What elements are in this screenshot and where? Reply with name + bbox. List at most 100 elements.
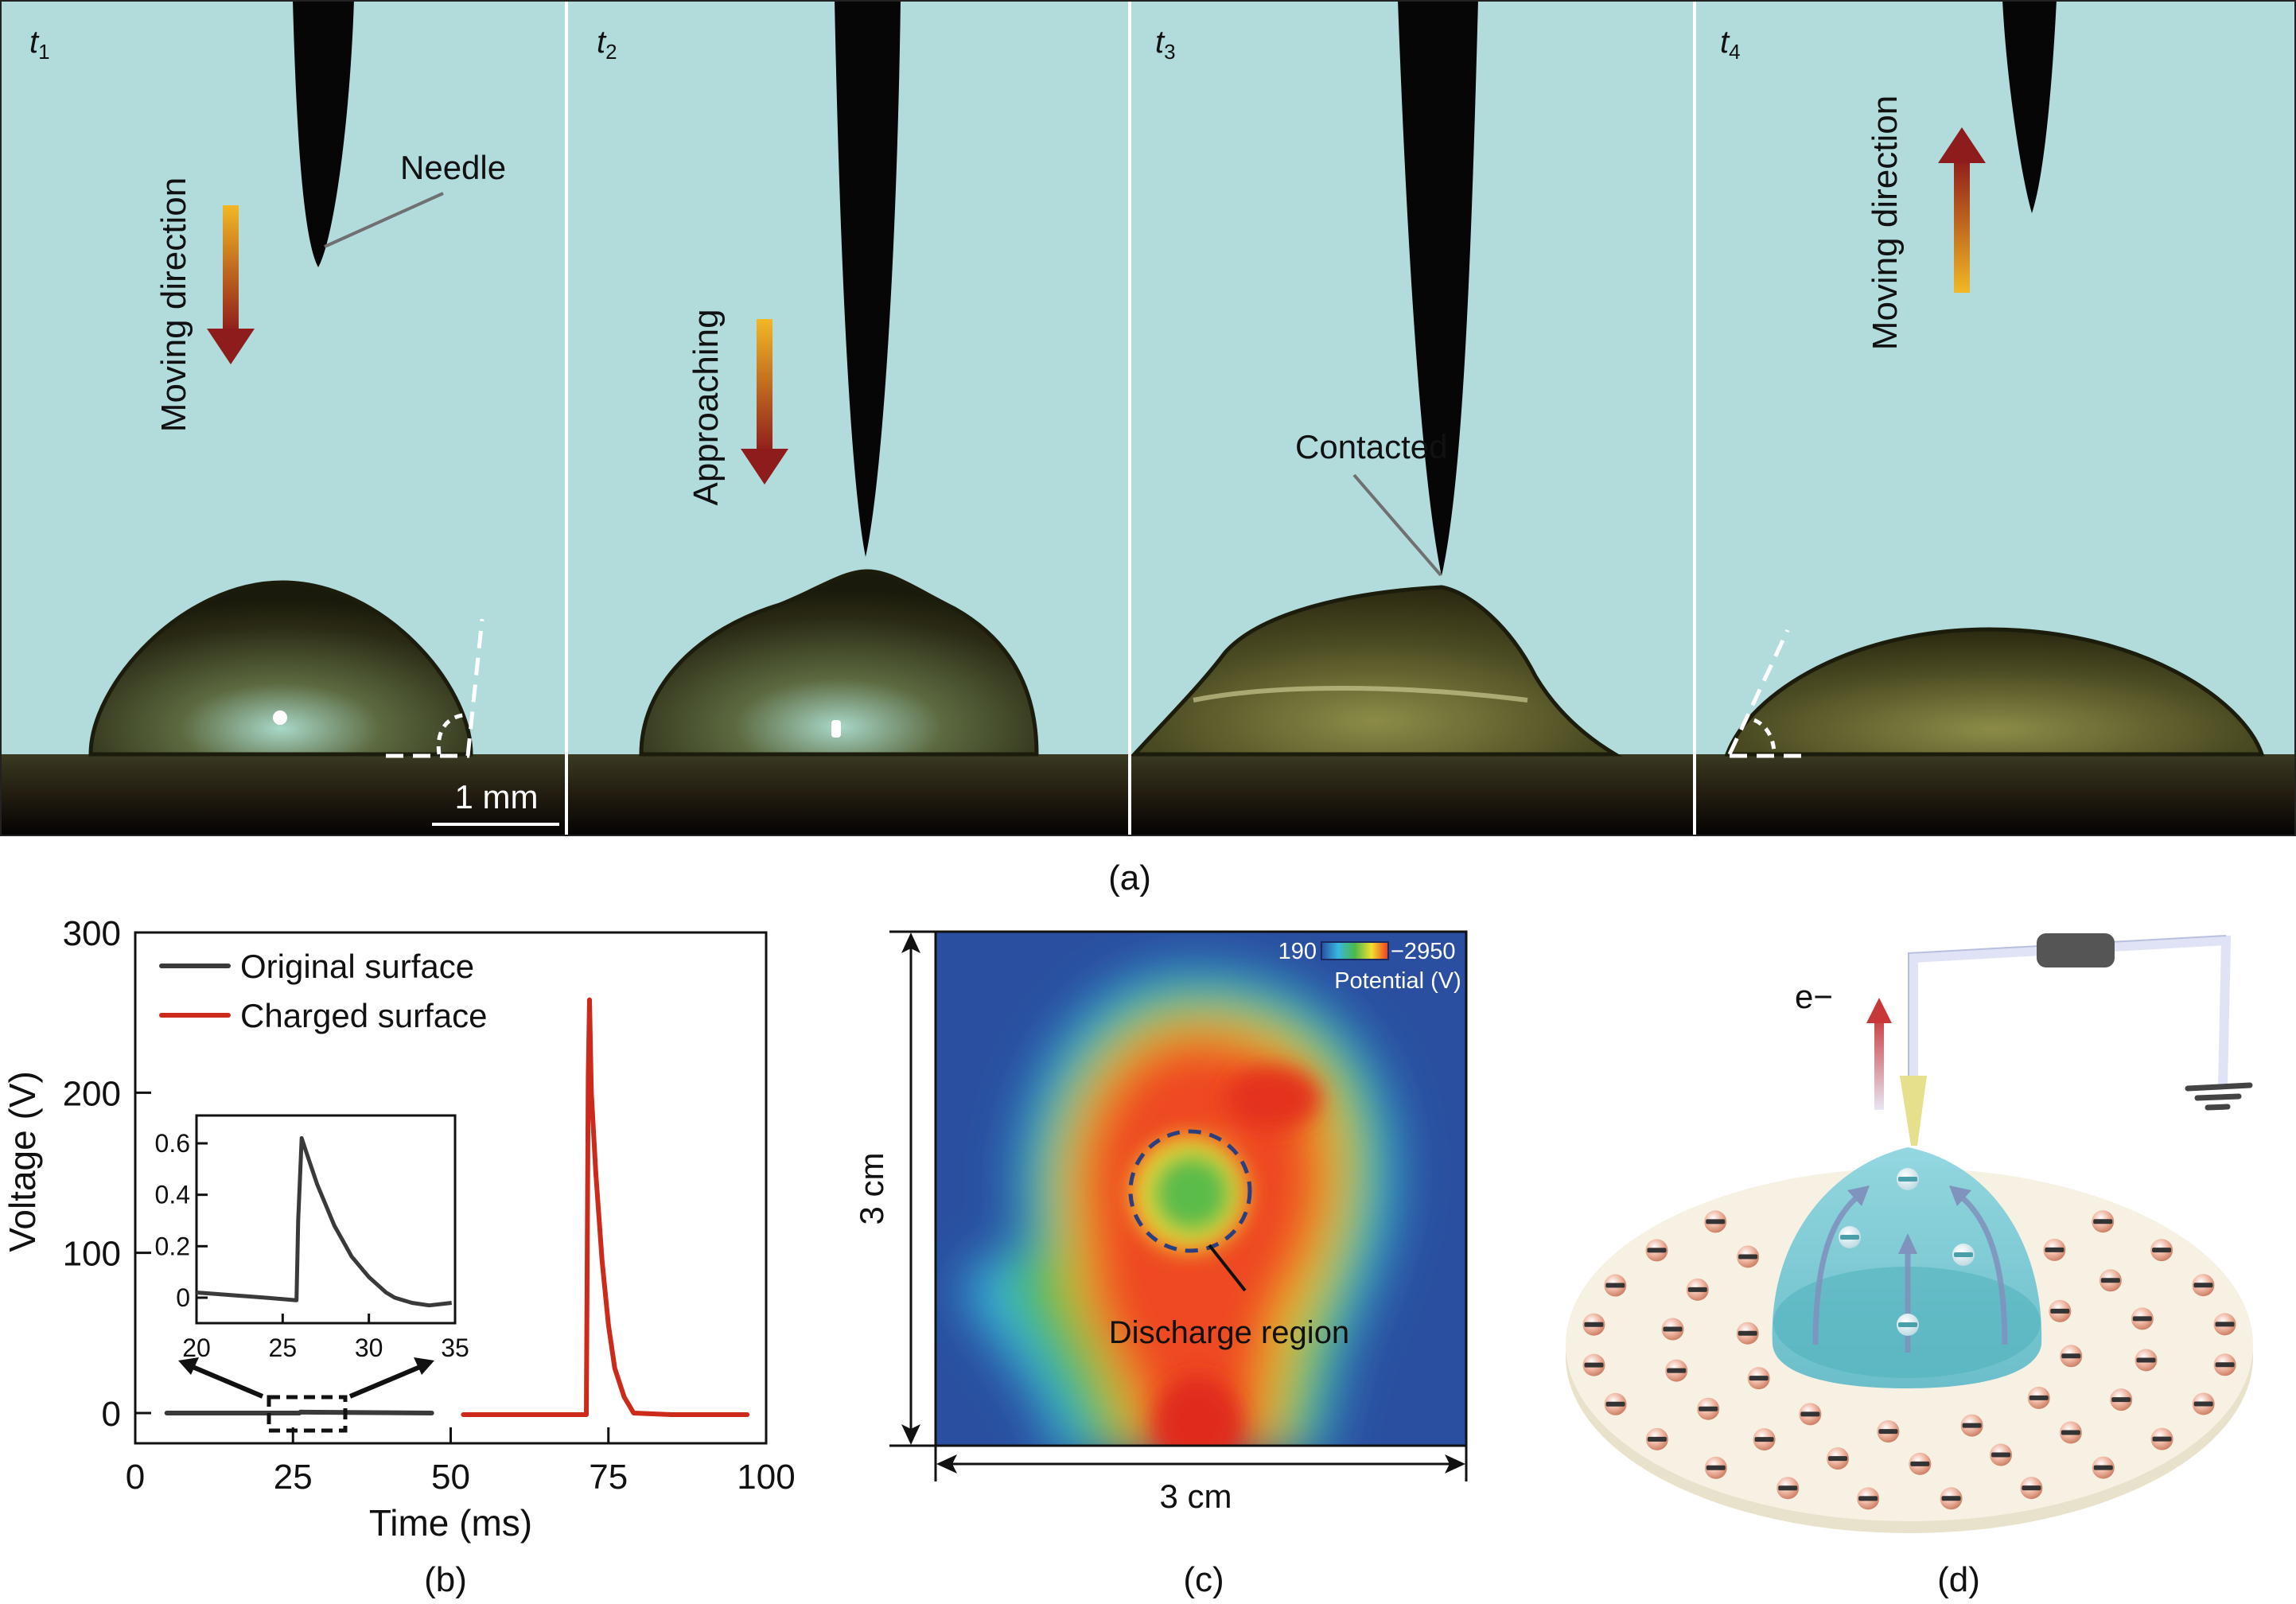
arrow-down-icon — [741, 319, 788, 485]
time-label-t3: t3 — [1155, 25, 1176, 64]
time-label-subscript: 3 — [1164, 40, 1175, 64]
discharge-region-outline — [1128, 1129, 1252, 1253]
negative-charge-icon — [1645, 1427, 1668, 1450]
panel-d-schematic: e− (d) — [1566, 933, 2253, 1599]
approaching-label: Approaching — [687, 309, 726, 505]
panel-a-caption: (a) — [1108, 858, 1151, 897]
needle-t3 — [1398, 0, 1478, 576]
time-label-subscript: 2 — [605, 40, 617, 64]
negative-charge-icon — [1747, 1367, 1770, 1390]
inset-y-tick-label: 0.2 — [155, 1232, 190, 1260]
discharge-leader-line — [1208, 1244, 1247, 1292]
inset-y-tick-label: 0.4 — [155, 1181, 190, 1209]
legend-label: Original surface — [240, 948, 474, 985]
moving-direction-label-t1: Moving direction — [154, 177, 193, 432]
negative-charge-icon — [2192, 1274, 2215, 1297]
inset-x-tick-label: 25 — [269, 1333, 298, 1362]
needle-label: Needle — [400, 149, 506, 186]
y-tick-label: 200 — [63, 1074, 121, 1113]
moving-direction-label-t4: Moving direction — [1866, 95, 1905, 350]
droplet-t1-reflection — [273, 711, 287, 725]
needle-leader-line — [324, 192, 444, 248]
x-tick-label: 75 — [589, 1458, 628, 1497]
contact-angle-t4 — [1727, 629, 1802, 758]
negative-charge-icon — [2135, 1349, 2158, 1372]
colorbar-max-label: −2950 — [1391, 939, 1455, 964]
electron-arrow-shaft — [1874, 1014, 1884, 1110]
time-label-subscript: 1 — [38, 40, 49, 64]
negative-charge-icon — [1827, 1447, 1850, 1470]
negative-charge-icon — [1604, 1274, 1627, 1297]
y-tick-label: 0 — [102, 1395, 121, 1434]
panel-c-heatmap: Discharge region 190 −2950 Potential (V)… — [853, 930, 1468, 1599]
negative-charge-icon — [1877, 1420, 1900, 1443]
inset-x-tick-label: 20 — [182, 1333, 211, 1362]
negative-charge-icon — [1776, 1477, 1800, 1500]
negative-charge-icon — [1909, 1452, 1932, 1475]
contacted-leader-line — [1352, 473, 1442, 577]
negative-charge-icon — [1839, 1226, 1861, 1248]
inset-x-tick-label: 35 — [441, 1333, 469, 1362]
y-tick-label: 300 — [63, 914, 121, 953]
panel-d-caption: (d) — [1937, 1560, 1980, 1599]
surface-charges — [1582, 1210, 2236, 1510]
negative-charge-icon — [2049, 1299, 2072, 1322]
zoom-arrows — [178, 1357, 434, 1399]
arrow-up-icon — [1938, 127, 1986, 293]
negative-charge-icon — [1952, 1244, 1975, 1266]
vertical-dimension-label: 3 cm — [853, 1152, 890, 1224]
vertical-dimension — [889, 930, 936, 1447]
negative-charge-icon — [2131, 1307, 2154, 1330]
x-tick-label: 25 — [274, 1458, 313, 1497]
series-line-original-surface — [164, 1409, 434, 1415]
negative-charge-icon — [2110, 1388, 2133, 1411]
negative-charge-icon — [2150, 1239, 2173, 1262]
inset-series-line — [196, 1136, 452, 1308]
negative-charge-icon — [2059, 1421, 2082, 1444]
negative-charge-icon — [1604, 1392, 1627, 1415]
negative-charge-icon — [1857, 1487, 1880, 1510]
x-tick-label: 0 — [126, 1458, 145, 1497]
time-label-subscript: 4 — [1729, 40, 1740, 64]
time-label-letter: t — [29, 25, 40, 60]
inset-frame — [195, 1114, 457, 1325]
x-tick-label: 100 — [737, 1458, 795, 1497]
panel-c-caption: (c) — [1183, 1560, 1224, 1599]
substrate — [566, 754, 1130, 835]
negative-charge-icon — [2043, 1238, 2066, 1261]
negative-charge-icon — [2020, 1477, 2043, 1500]
negative-charge-icon — [1697, 1397, 1720, 1420]
time-label-letter: t — [1155, 25, 1166, 60]
negative-charge-icon — [1736, 1322, 1759, 1345]
needle-tip — [1900, 1076, 1927, 1146]
contact-angle-t1 — [386, 618, 484, 758]
negative-charge-icon — [1799, 1403, 1822, 1426]
x-tick-label: 50 — [431, 1458, 470, 1497]
negative-charge-icon — [1661, 1318, 1684, 1341]
negative-charge-icon — [1582, 1313, 1605, 1336]
legend-label: Charged surface — [240, 997, 488, 1034]
colorbar — [1321, 941, 1389, 960]
colorbar-title: Potential (V) — [1334, 968, 1461, 994]
negative-charge-icon — [1737, 1245, 1760, 1268]
contacted-label: Contacted — [1295, 428, 1447, 465]
negative-charge-icon — [2027, 1386, 2050, 1409]
time-label-t2: t2 — [597, 25, 617, 64]
y-axis-label: Voltage (V) — [2, 1071, 43, 1252]
inset-y-tick-label: 0 — [176, 1283, 190, 1312]
droplet-t2-reflection — [831, 720, 841, 738]
droplet-charges — [1839, 1168, 1975, 1336]
negative-charge-icon — [2150, 1427, 2173, 1450]
negative-charge-icon — [1960, 1414, 1983, 1437]
droplet-t3 — [1130, 585, 1623, 757]
horizontal-dimension-label: 3 cm — [1159, 1477, 1232, 1515]
droplet-t2 — [639, 569, 1039, 757]
negative-charge-icon — [2213, 1313, 2236, 1336]
negative-charge-icon — [2099, 1269, 2122, 1292]
negative-charge-icon — [1897, 1168, 1919, 1190]
negative-charge-icon — [1704, 1456, 1727, 1479]
needle-t1 — [293, 0, 354, 267]
series-line-charged-surface — [461, 997, 750, 1417]
